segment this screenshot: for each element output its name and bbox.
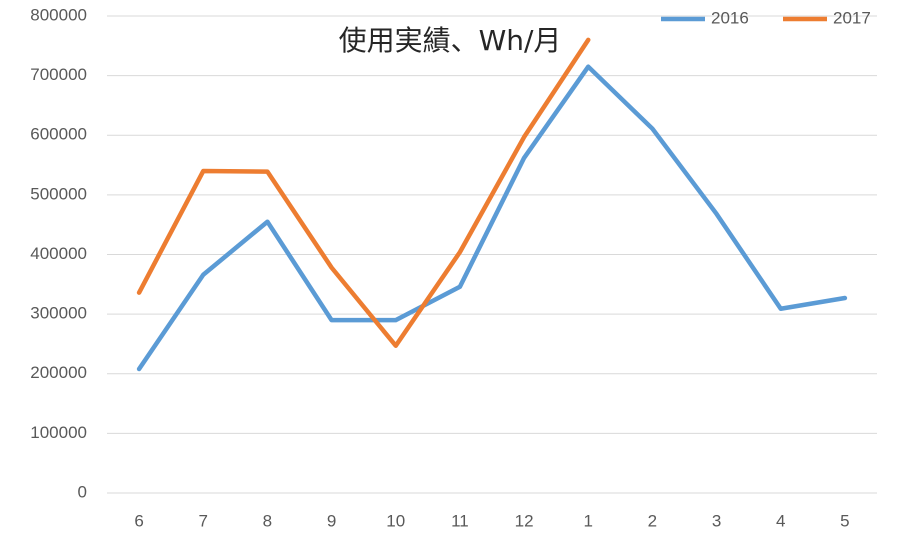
- chart-title: 使用実績、Wh/月: [339, 24, 562, 57]
- y-tick-label: 300000: [30, 304, 87, 323]
- y-tick-label: 200000: [30, 363, 87, 382]
- x-tick-label: 9: [327, 511, 336, 530]
- series-line: [136, 64, 848, 372]
- x-tick-label: 3: [712, 511, 721, 530]
- legend-label: 2017: [833, 8, 871, 27]
- y-tick-label: 0: [78, 482, 87, 501]
- y-tick-label: 700000: [30, 65, 87, 84]
- x-tick-label: 11: [451, 511, 469, 530]
- x-tick-label: 1: [584, 511, 593, 530]
- x-tick-label: 12: [515, 511, 534, 530]
- y-tick-label: 600000: [30, 125, 87, 144]
- x-tick-label: 4: [776, 511, 785, 530]
- y-tick-label: 500000: [30, 184, 87, 203]
- y-tick-label: 100000: [30, 423, 87, 442]
- series-line: [136, 37, 591, 348]
- x-tick-label: 2: [648, 511, 657, 530]
- x-tick-label: 8: [263, 511, 272, 530]
- y-tick-label: 800000: [30, 5, 87, 24]
- x-tick-label: 6: [134, 511, 143, 530]
- y-tick-label: 400000: [30, 244, 87, 263]
- legend-label: 2016: [711, 8, 749, 27]
- x-tick-label: 7: [199, 511, 208, 530]
- x-tick-label: 5: [840, 511, 849, 530]
- x-tick-label: 10: [386, 511, 405, 530]
